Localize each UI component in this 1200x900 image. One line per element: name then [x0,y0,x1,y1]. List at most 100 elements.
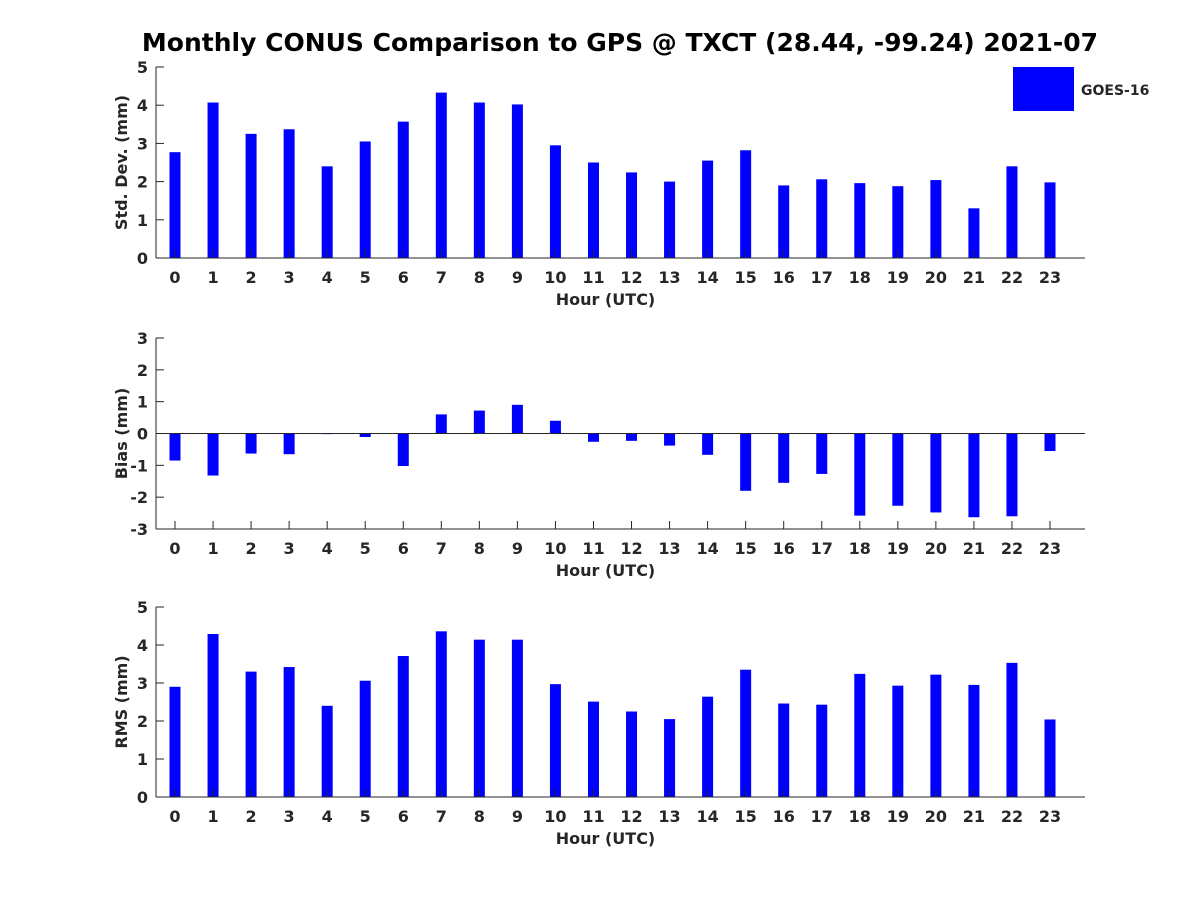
x-tick-label: 10 [544,268,566,287]
bar [207,102,219,258]
x-tick-label: 22 [1001,807,1023,826]
x-tick-label: 12 [620,807,642,826]
y-tick-label: 3 [137,134,148,153]
x-tick-label: 18 [849,268,871,287]
bar [1044,433,1056,452]
x-tick-label: 6 [398,539,409,558]
x-tick-label: 17 [811,539,833,558]
x-tick-label: 4 [322,807,333,826]
y-tick-label: 5 [137,598,148,617]
y-axis-label: Std. Dev. (mm) [112,95,131,230]
x-tick-label: 5 [360,539,371,558]
x-tick-label: 6 [398,268,409,287]
y-tick-label: 0 [137,249,148,268]
x-tick-label: 21 [963,268,985,287]
x-tick-label: 19 [887,807,909,826]
x-tick-label: 4 [322,268,333,287]
bar [968,208,980,258]
bar [283,433,295,455]
y-tick-label: 1 [137,393,148,412]
x-tick-label: 22 [1001,268,1023,287]
x-tick-label: 14 [696,807,718,826]
x-tick-label: 2 [246,268,257,287]
x-tick-label: 3 [284,539,295,558]
bar [740,150,752,258]
x-tick-label: 8 [474,539,485,558]
y-axis-label: RMS (mm) [112,655,131,748]
bar [930,433,942,513]
bar [245,671,257,797]
y-tick-label: 2 [137,173,148,192]
bar [549,420,561,434]
x-tick-label: 14 [696,539,718,558]
bar [511,104,523,258]
x-tick-label: 3 [284,268,295,287]
bar [283,667,295,797]
x-tick-label: 5 [360,807,371,826]
bar [626,433,638,441]
x-axis-label: Hour (UTC) [556,829,656,848]
bar [397,121,409,258]
bar [549,684,561,797]
bar [1044,182,1056,258]
bar [892,685,904,797]
bar [473,639,485,797]
bar [930,674,942,797]
x-tick-label: 23 [1039,539,1061,558]
x-tick-label: 1 [207,807,218,826]
bar [511,639,523,797]
bar [816,433,828,474]
bar [587,433,599,442]
x-tick-label: 16 [773,539,795,558]
bar [778,185,790,258]
x-tick-label: 9 [512,268,523,287]
x-tick-label: 8 [474,807,485,826]
x-tick-label: 22 [1001,539,1023,558]
x-tick-label: 20 [925,268,947,287]
x-tick-label: 2 [246,539,257,558]
x-tick-label: 13 [658,807,680,826]
bar [169,433,181,461]
bar [359,433,371,438]
x-tick-label: 9 [512,807,523,826]
bar [778,703,790,797]
x-tick-label: 23 [1039,268,1061,287]
y-tick-label: 3 [137,329,148,348]
bar [968,684,980,797]
bar [892,186,904,258]
legend-label: GOES-16 [1081,83,1149,99]
x-tick-label: 0 [169,539,180,558]
bar [664,181,676,258]
bar [778,433,790,483]
x-tick-label: 6 [398,807,409,826]
y-tick-label: 0 [137,788,148,807]
x-tick-label: 7 [436,539,447,558]
bar [245,133,257,258]
bar [1006,433,1018,517]
bar [968,433,980,518]
x-axis-label: Hour (UTC) [556,290,656,309]
bar [245,433,257,454]
x-tick-label: 2 [246,807,257,826]
y-tick-label: 2 [137,712,148,731]
bar [816,704,828,797]
x-tick-label: 23 [1039,807,1061,826]
y-tick-label: -1 [130,456,148,475]
bar [1006,662,1018,797]
bar [549,145,561,258]
x-tick-label: 14 [696,268,718,287]
x-tick-label: 17 [811,268,833,287]
x-axis-label: Hour (UTC) [556,561,656,580]
bar [892,433,904,506]
x-tick-label: 1 [207,268,218,287]
y-tick-label: 5 [137,58,148,77]
bar [702,160,714,258]
x-tick-label: 19 [887,268,909,287]
x-tick-label: 20 [925,539,947,558]
bar [169,686,181,797]
x-tick-label: 20 [925,807,947,826]
x-tick-label: 1 [207,539,218,558]
bar [816,179,828,258]
